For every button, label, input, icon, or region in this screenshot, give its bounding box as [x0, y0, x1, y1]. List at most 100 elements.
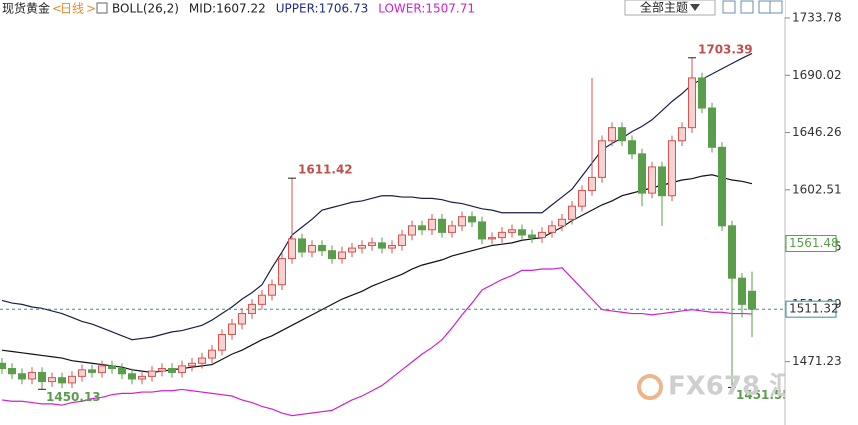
candle-body — [38, 371, 46, 383]
tool-icon[interactable] — [758, 0, 772, 14]
candle-body — [198, 357, 206, 364]
candle-body — [698, 77, 706, 109]
band-line — [1, 267, 753, 417]
candle-body — [458, 216, 466, 227]
instrument: 现货黄金 — [2, 1, 50, 16]
band-line — [1, 52, 753, 341]
candle-body — [0, 362, 6, 370]
candle-body — [548, 225, 556, 233]
header-bar — [0, 0, 785, 17]
candle-body — [648, 166, 656, 194]
indicator-icon[interactable] — [96, 2, 108, 14]
legend-entry: UPPER:1706.73 — [276, 2, 368, 16]
period-arrow[interactable]: > — [86, 2, 96, 16]
candle-body — [238, 313, 246, 325]
y-tick-label: 1646.26 — [792, 125, 842, 139]
candle-body — [498, 231, 506, 239]
candle-body — [558, 218, 566, 227]
legend: BOLL(26,2) MID:1607.22 UPPER:1706.73 LOWER:… — [112, 2, 475, 16]
candle-body — [18, 373, 26, 380]
candle-body — [288, 238, 296, 260]
tool-icon[interactable] — [740, 0, 754, 14]
candle-body — [258, 294, 266, 305]
candle-body — [28, 371, 36, 380]
candle-body — [618, 127, 626, 142]
high-label: 1611.42 — [298, 163, 353, 177]
candle-body — [408, 225, 416, 236]
candle-body — [718, 146, 726, 227]
candle-body — [708, 107, 716, 148]
candle-body — [658, 166, 666, 197]
candle-body — [188, 362, 196, 367]
candle-body — [538, 231, 546, 239]
candle-body — [78, 369, 86, 377]
candle-body — [48, 377, 56, 383]
candle-body — [158, 368, 166, 372]
candle-body — [728, 225, 736, 279]
candle-body — [568, 205, 576, 220]
candle-body — [68, 375, 76, 384]
candle-body — [748, 290, 756, 310]
candle-body — [118, 368, 126, 375]
band-line — [1, 174, 753, 374]
candle-body — [638, 153, 646, 194]
candle-body — [578, 189, 586, 207]
theme-button[interactable] — [624, 0, 716, 16]
candle-body — [358, 244, 366, 249]
candle-body — [448, 225, 456, 233]
candle-body — [128, 373, 136, 380]
tool-icon[interactable] — [722, 0, 736, 14]
candle-body — [738, 277, 746, 305]
candle-body — [108, 365, 116, 370]
theme-label[interactable]: 全部主题 — [640, 0, 688, 15]
candle-body — [138, 375, 146, 380]
candle-body — [488, 237, 496, 240]
candle-body — [468, 216, 476, 223]
y-tick-label: 1690.02 — [792, 68, 842, 82]
candle-body — [168, 368, 176, 373]
candle-body — [418, 225, 426, 231]
candle-body — [328, 250, 336, 260]
candle-body — [428, 218, 436, 231]
candle-body — [438, 218, 446, 233]
candle-body — [518, 229, 526, 236]
candle-body — [348, 247, 356, 253]
candle-body — [398, 234, 406, 246]
candle-body — [58, 377, 66, 384]
candle-body — [318, 244, 326, 252]
low-label: 1451.55 — [736, 388, 791, 402]
candle-body — [228, 323, 236, 335]
axis-panel — [785, 0, 858, 425]
candle-body — [528, 234, 536, 239]
legend-entry: BOLL(26,2) — [112, 2, 179, 16]
dropdown-arrow[interactable] — [690, 4, 700, 11]
watermark-logo — [637, 374, 663, 400]
period[interactable]: 日线 — [60, 2, 84, 16]
high-label: 1703.39 — [698, 42, 753, 56]
candle-body — [508, 229, 516, 233]
candle-body — [298, 238, 306, 253]
candle-body — [208, 349, 216, 359]
y-tick-label: 1602.51 — [792, 182, 842, 196]
price-tag — [785, 300, 837, 318]
candle-body — [668, 140, 676, 197]
candle-body — [98, 365, 106, 373]
legend-entry: LOWER:1507.71 — [378, 2, 475, 16]
candle-body — [278, 258, 286, 286]
candle-body — [628, 140, 636, 155]
candle-body — [588, 176, 596, 191]
candle-body — [308, 244, 316, 253]
y-tick-label: 1733.78 — [792, 10, 842, 24]
legend-entry: MID:1607.22 — [189, 2, 266, 16]
period-arrow[interactable]: < — [52, 2, 62, 16]
candle-body — [178, 365, 186, 373]
tool-icon[interactable] — [769, 0, 783, 14]
candle-body — [368, 242, 376, 246]
level-tag — [785, 235, 837, 253]
candle-body — [88, 369, 96, 373]
candle-body — [218, 333, 226, 351]
candle-body — [608, 127, 616, 142]
candle-body — [388, 244, 396, 249]
